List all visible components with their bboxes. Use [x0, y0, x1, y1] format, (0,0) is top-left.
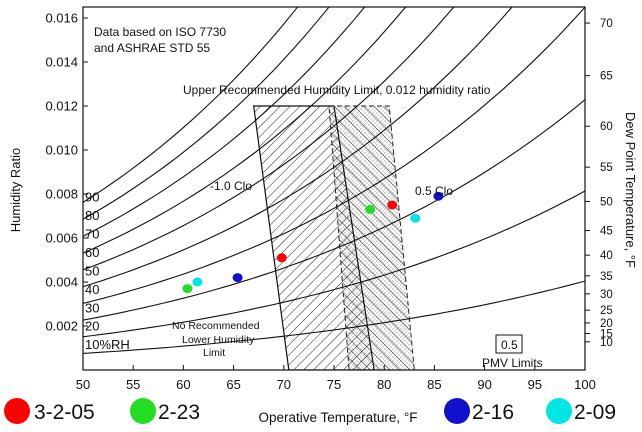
- x-tick-label: 60: [176, 377, 190, 392]
- upper-humidity-limit-label: Upper Recommended Humidity Limit, 0.012 …: [183, 83, 491, 97]
- x-tick-label: 90: [477, 377, 491, 392]
- pmv-box-value: 0.5: [501, 338, 518, 352]
- pmv-limits-label: PMV Limits: [482, 356, 543, 370]
- rh-curve-80: [83, 7, 366, 237]
- rh-curve-100: [83, 7, 299, 203]
- rh-curve-50: [83, 7, 513, 288]
- clo-0-5-label: 0.5 Clo: [415, 184, 453, 198]
- rh-curve-20: [83, 190, 585, 338]
- x-axis-label: Operative Temperature, °F: [259, 410, 418, 425]
- relative-humidity-curves: [83, 7, 585, 354]
- x-tick-label: 75: [327, 377, 341, 392]
- dew-point-tick-label: 30: [600, 289, 613, 301]
- legend-swatch-2-23: [130, 398, 156, 424]
- legend: 3-2-05 2-23 2-16 2-09: [4, 398, 616, 424]
- rh-label-50: 50: [85, 264, 99, 279]
- rh-label-60: 60: [85, 245, 99, 260]
- dew-point-tick-label: 55: [600, 162, 613, 174]
- legend-label-2-16: 2-16: [472, 401, 514, 424]
- rh-curve-60: [83, 7, 455, 271]
- clo-1-0-label: -1.0 Clo: [210, 179, 252, 193]
- dew-point-tick-label: 10: [600, 337, 613, 349]
- source-note-line1: Data based on ISO 7730: [94, 25, 226, 39]
- dew-point-tick-label: 15: [600, 328, 613, 340]
- lower-limit-label-1: No Recommended: [172, 320, 260, 332]
- y-tick-label: 0.002: [45, 319, 78, 334]
- lower-limit-label-2: Lower Humidity: [182, 334, 255, 346]
- lower-limit-label-3: Limit: [203, 347, 225, 359]
- y-tick-label: 0.012: [45, 99, 78, 114]
- y-tick-label: 0.008: [45, 187, 78, 202]
- rh-label-20: 20: [85, 319, 99, 334]
- point-3-2-05: [387, 200, 398, 210]
- rh-label-70: 70: [85, 227, 99, 242]
- rh-label-30: 30: [85, 300, 99, 315]
- source-note-line2: and ASHRAE STD 55: [94, 41, 210, 55]
- rh-label-90: 90: [85, 190, 99, 205]
- rh-label-10: 10%RH: [85, 337, 130, 352]
- dew-point-tick-label: 35: [600, 271, 613, 283]
- dew-point-tick-label: 60: [600, 121, 613, 133]
- x-tick-label: 55: [126, 377, 140, 392]
- rh-label-40: 40: [85, 282, 99, 297]
- rh-label-80: 80: [85, 208, 99, 223]
- point-2-09: [192, 277, 203, 287]
- dew-point-tick-label: 45: [600, 226, 613, 238]
- rh-curve-70: [83, 7, 407, 254]
- x-tick-label: 50: [76, 377, 90, 392]
- x-tick-label: 65: [226, 377, 240, 392]
- point-2-16: [433, 191, 444, 201]
- legend-swatch-2-09: [546, 398, 572, 424]
- point-2-16: [232, 273, 243, 283]
- x-tick-label: 85: [427, 377, 441, 392]
- legend-swatch-2-16: [444, 398, 470, 424]
- x-axis-ticks: 50 55 60 65 70 75 80 85 90 95 100: [76, 365, 596, 392]
- y-tick-label: 0.016: [45, 11, 78, 26]
- y-tick-label: 0.004: [45, 275, 78, 290]
- legend-label-2-09: 2-09: [574, 401, 616, 424]
- y-axis-ticks: 0.002 0.004 0.006 0.008 0.010 0.012 0.014 0.016: [45, 11, 88, 334]
- rh-curve-30: [83, 99, 585, 321]
- point-3-2-05: [276, 253, 287, 263]
- point-2-23: [182, 284, 193, 294]
- x-tick-label: 70: [277, 377, 291, 392]
- zone-1-0-clo: [252, 105, 375, 370]
- comfort-zones: [252, 105, 415, 370]
- x-tick-label: 100: [574, 377, 596, 392]
- pmv-box: [495, 334, 523, 354]
- x-tick-label: 95: [528, 377, 542, 392]
- point-2-23: [365, 204, 376, 214]
- dew-point-tick-label: 20: [600, 318, 613, 330]
- rh-curve-90: [83, 7, 330, 220]
- y-tick-label: 0.014: [45, 55, 78, 70]
- data-points: [182, 191, 444, 294]
- point-2-09: [410, 213, 421, 223]
- rh-curve-labels: 10%RH 20 30 40 50 60 70 80 90: [85, 190, 130, 352]
- dew-point-tick-label: 40: [600, 250, 613, 262]
- x-tick-label: 80: [377, 377, 391, 392]
- y2-axis-label: Dew Point Temperature, °F: [623, 112, 638, 268]
- rh-curve-40: [83, 7, 585, 305]
- rh-curve-10: [83, 280, 585, 354]
- dew-point-tick-label: 65: [600, 71, 613, 83]
- y-tick-label: 0.010: [45, 143, 78, 158]
- dew-point-tick-label: 25: [600, 305, 613, 317]
- dew-point-tick-label: 70: [600, 18, 613, 30]
- legend-swatch-3-2-05: [4, 398, 30, 424]
- legend-label-2-23: 2-23: [158, 401, 200, 424]
- y-axis-label: Humidity Ratio: [8, 148, 23, 233]
- y-tick-label: 0.006: [45, 231, 78, 246]
- legend-label-3-2-05: 3-2-05: [34, 401, 95, 424]
- dew-point-tick-label: 50: [600, 196, 613, 208]
